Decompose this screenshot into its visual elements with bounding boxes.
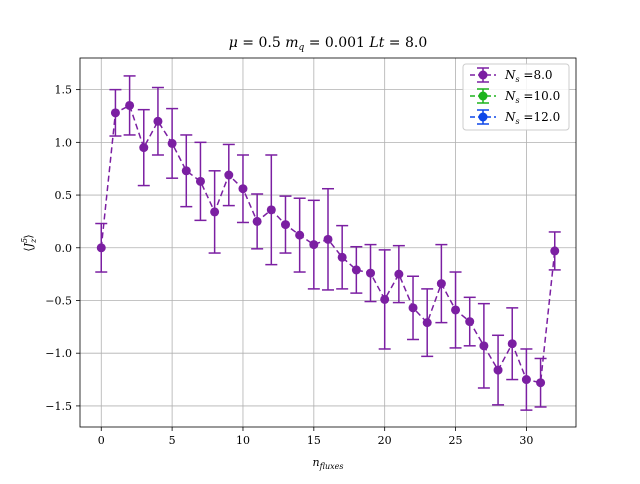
data-point-0-3 [139,143,149,153]
data-point-0-27 [479,341,489,351]
y-tick-label-1: −1.0 [45,347,72,360]
ticks: 0 5 10 15 20 25 30 −1.5 −1.0 −0.5 0.0 0.5 1.0 1.5 [45,84,533,447]
y-axis-label-base: J [22,242,35,249]
data-point-0-4 [153,116,163,126]
legend-box [462,63,570,131]
data-point-0-15 [309,240,319,250]
data-point-0-5 [167,138,177,148]
legend-label-value-0: =8.0 [520,68,553,82]
data-point-0-11 [252,216,262,226]
data-point-0-8 [210,207,220,217]
data-point-0-30 [521,375,531,385]
chart-title: μ = 0.5 mq = 0.001 Lt = 8.0 [229,35,428,53]
x-tick-label-1: 5 [169,434,176,447]
y-axis-label-subscript: z [29,238,38,244]
x-axis-label: nfluxes [313,456,344,471]
legend-entries: Ns =8.0Ns =10.0Ns =12.0 [470,67,560,126]
data-point-0-19 [366,268,376,278]
title-mu-value: = 0.5 [238,35,285,51]
data-point-0-16 [323,234,333,244]
legend-label-subscript-2: s [516,117,520,126]
legend-label-1: Ns =10.0 [504,89,560,105]
data-point-0-0 [96,243,106,253]
x-axis-label-base: n [313,456,320,469]
legend-entry-2: Ns =12.0 [470,109,560,126]
legend-label-subscript-1: s [516,96,520,105]
x-axis-label-subscript: fluxes [319,462,344,471]
legend-label-symbol-1: N [504,89,516,103]
data-point-0-24 [436,279,446,289]
data-point-0-10 [238,184,248,194]
y-axis-label-superscript: 5 [20,238,29,243]
x-tick-label-5: 25 [449,434,463,447]
legend-label-symbol-0: N [504,68,516,82]
data-point-0-7 [195,176,205,186]
y-axis-label-close: ⟩ [22,234,35,238]
x-tick-label-3: 15 [307,434,321,447]
data-point-0-2 [125,100,135,110]
title-mu-symbol: μ [229,35,238,51]
y-axis-label-open: ⟨ [22,247,35,251]
legend: Ns =8.0Ns =10.0Ns =12.0 [462,63,570,131]
data-point-0-14 [295,230,305,240]
x-tick-label-0: 0 [98,434,105,447]
title-mq-symbol: m [285,35,298,51]
y-tick-label-3: 0.0 [55,242,73,255]
legend-label-symbol-2: N [504,110,516,124]
plot-frame [79,57,577,428]
data-point-0-25 [451,305,461,315]
legend-entry-1: Ns =10.0 [470,88,560,105]
data-point-0-29 [507,339,517,349]
legend-label-2: Ns =12.0 [504,110,560,126]
x-tick-label-2: 10 [236,434,250,447]
legend-marker-1 [478,91,488,101]
data-point-0-32 [550,246,560,256]
data-point-0-1 [110,108,120,118]
data-point-0-17 [337,252,347,262]
y-axis-label: ⟨J5z⟩ [20,234,38,251]
data-point-0-23 [422,318,432,328]
legend-label-value-1: =10.0 [520,89,561,103]
legend-label-subscript-0: s [516,75,520,84]
data-point-0-28 [493,365,503,375]
title-mq-subscript: q [298,43,304,53]
y-tick-label-5: 1.0 [55,136,73,149]
data-point-0-18 [351,265,361,275]
x-tick-label-4: 20 [378,434,392,447]
data-point-0-31 [536,378,546,388]
title-lt-value: = 8.0 [384,35,427,51]
data-point-0-12 [266,205,276,215]
legend-entry-0: Ns =8.0 [470,67,553,84]
data-point-0-20 [380,294,390,304]
data-point-0-9 [224,170,234,180]
series-layer [95,75,561,411]
x-tick-label-6: 30 [519,434,533,447]
y-tick-label-4: 0.5 [55,189,73,202]
data-point-0-22 [408,303,418,313]
y-tick-label-6: 1.5 [55,84,73,97]
legend-label-0: Ns =8.0 [504,68,553,84]
legend-marker-2 [478,112,488,122]
y-tick-label-0: −1.5 [45,400,72,413]
legend-label-value-2: =12.0 [520,110,561,124]
data-point-0-6 [181,166,191,176]
title-lt-symbol: Lt [368,35,384,51]
y-tick-label-2: −0.5 [45,294,72,307]
legend-marker-0 [478,70,488,80]
data-point-0-21 [394,269,404,279]
title-mq-value: = 0.001 [304,35,369,51]
data-point-0-26 [465,317,475,327]
series-0 [95,75,561,411]
data-point-0-13 [280,220,290,230]
